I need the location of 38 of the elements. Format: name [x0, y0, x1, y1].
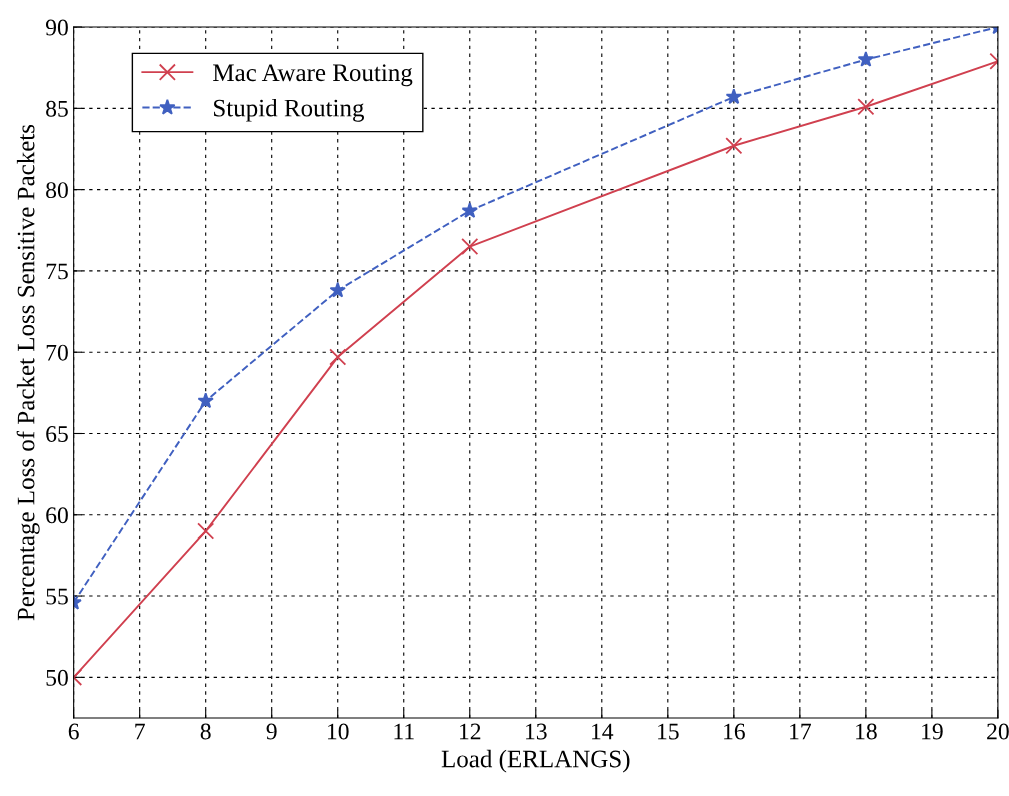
x-tick-label: 19 [922, 723, 943, 740]
x-tick-label: 17 [790, 723, 811, 740]
x-tick-label: 20 [987, 723, 1009, 740]
point [857, 98, 875, 116]
y-tick-label: 70 [46, 344, 68, 361]
y-axis-title: Percentage Loss of Packet Loss Sensitive Packets [16, 124, 40, 621]
legend-label: Mac Aware Routing [213, 64, 413, 87]
x-tick-label: 11 [394, 723, 414, 740]
y-tick-label: 60 [46, 507, 68, 524]
y-tick-label: 90 [45, 19, 68, 36]
legend-label: Stupid Routing [214, 98, 364, 122]
point [461, 202, 478, 218]
y-tick-label: 50 [46, 669, 68, 686]
x-tick-label: 14 [592, 723, 614, 740]
y-tick-label: 80 [46, 182, 68, 199]
x-tick-label: 6 [68, 723, 79, 740]
x-tick-label: 16 [724, 723, 745, 740]
x-tick-label: 13 [526, 723, 547, 740]
y-tick-label: 55 [46, 588, 68, 605]
y-tick-label: 85 [46, 100, 68, 117]
point [857, 51, 875, 67]
point [197, 392, 214, 409]
x-tick-label: 10 [328, 723, 349, 740]
x-tick-label: 15 [658, 723, 679, 740]
point [725, 137, 743, 155]
point [197, 522, 215, 540]
point [329, 281, 346, 298]
y-tick-label: 75 [46, 263, 68, 280]
x-tick-label: 12 [460, 723, 481, 740]
x-tick-label: 7 [135, 723, 145, 740]
x-tick-label: 18 [856, 723, 877, 740]
y-tick-label: 65 [46, 426, 68, 442]
x-axis-title: Load (ERLANGS) [441, 749, 630, 773]
point [461, 237, 479, 256]
point [725, 88, 743, 105]
point [329, 348, 347, 366]
x-tick-label: 8 [200, 723, 211, 740]
x-tick-label: 9 [266, 723, 277, 740]
